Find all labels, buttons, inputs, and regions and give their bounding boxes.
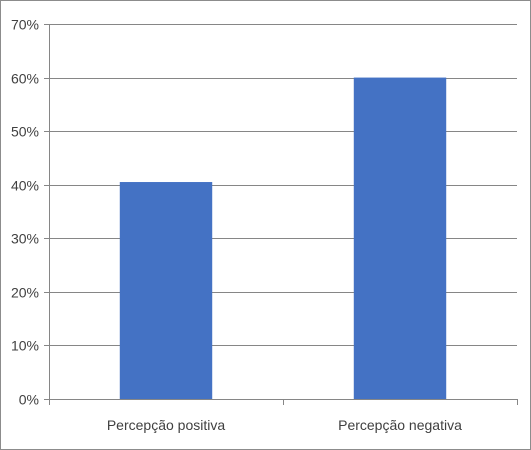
gridlines (49, 24, 517, 346)
y-tick-label: 30% (11, 231, 39, 247)
y-tick-label: 70% (11, 17, 39, 33)
x-category-label: Percepção positiva (107, 417, 226, 433)
x-category-label: Percepção negativa (338, 417, 462, 433)
axes (44, 24, 518, 405)
y-tick-label: 40% (11, 178, 39, 194)
y-tick-label: 60% (11, 71, 39, 87)
bars (119, 77, 447, 400)
y-tick-label: 20% (11, 285, 39, 301)
bar (119, 182, 213, 399)
y-tick-label: 10% (11, 338, 39, 354)
y-tick-label: 50% (11, 124, 39, 140)
y-tick-labels: 0% 10% 20% 30% 40% 50% 60% 70% (11, 17, 39, 408)
bar (353, 77, 447, 400)
x-category-labels: Percepção positiva Percepção negativa (107, 417, 462, 433)
y-tick-label: 0% (19, 392, 39, 408)
